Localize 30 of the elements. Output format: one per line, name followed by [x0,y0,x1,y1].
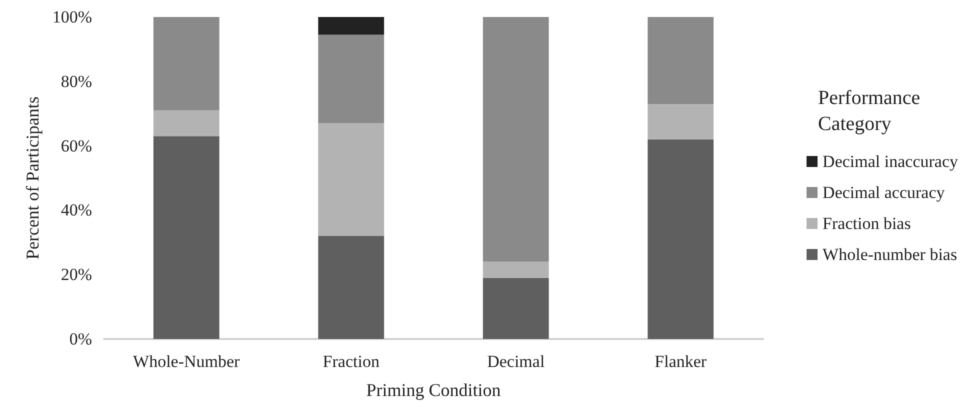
bar [482,278,549,339]
bar [648,17,714,104]
legend-label: Whole-number bias [822,245,958,264]
y-tick-label: 40% [60,200,92,220]
bar [318,236,384,339]
bar [318,34,384,124]
bar [482,17,549,262]
bar [648,104,714,140]
legend-title: Performance Category [818,87,926,135]
y-tick-label: 100% [52,8,92,26]
legend-label: Decimal inaccuracy [822,152,958,171]
y-tick-label: 60% [60,136,92,156]
x-tick-label: Decimal [487,352,545,371]
x-tick-label: Fraction [322,352,380,371]
y-tick-label: 80% [60,72,92,91]
legend-label: Decimal accuracy [822,183,946,202]
y-axis-title: Percent of Participants [22,96,42,260]
x-tick-label: Whole-Number [133,352,240,371]
bar [153,136,220,339]
legend-label: Fraction bias [822,214,911,233]
bar [153,110,220,136]
bar [153,17,220,110]
bar [648,139,714,339]
x-axis-title: Priming Condition [366,380,501,400]
y-tick-label: 20% [60,265,92,284]
x-tick-label: Flanker [654,352,707,371]
y-tick-label: 0% [69,330,92,348]
bar [318,17,384,35]
bar [318,123,384,236]
bar [482,262,549,278]
